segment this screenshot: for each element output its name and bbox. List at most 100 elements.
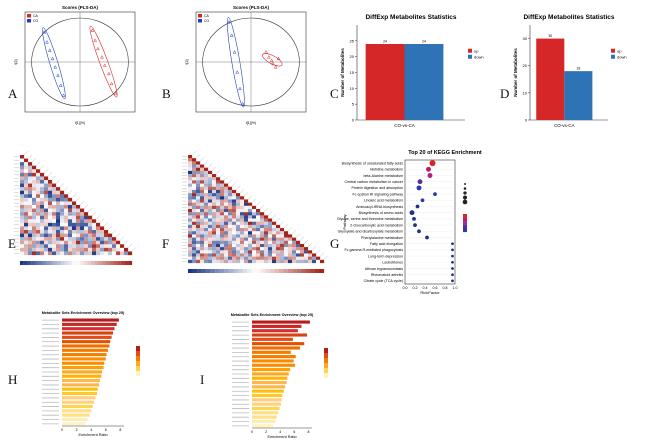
- chart-title: DiffExp Metabolites Statistics: [365, 14, 456, 21]
- heatmap-cell: [120, 247, 125, 252]
- heatmap-cell: [32, 219, 37, 223]
- heatmap-cell: [224, 218, 229, 222]
- enrichment-bar: [62, 366, 104, 370]
- heatmap-cell: [60, 190, 65, 195]
- heatmap-cell: [248, 228, 253, 232]
- heatmap-cell: [68, 205, 73, 209]
- x-axis-label: RichFactor: [420, 290, 440, 295]
- enrichment-bubble: [451, 248, 454, 252]
- heatmap-cell: [268, 247, 273, 251]
- heatmap-cell: [188, 180, 193, 184]
- heatmap-cell: [220, 196, 225, 200]
- heatmap-cell: [228, 259, 233, 264]
- heatmap-cell: [188, 247, 193, 251]
- heatmap-cell: [36, 197, 41, 202]
- heatmap-cell: [224, 224, 229, 229]
- heatmap-cell: [240, 253, 245, 257]
- heatmap-cell: [300, 256, 305, 260]
- heatmap-cell: [200, 189, 205, 194]
- colorbar-segment: [210, 269, 216, 273]
- heatmap-cell: [228, 256, 233, 260]
- heatmap-cell: [92, 219, 97, 223]
- variable-label-mark: [75, 197, 81, 202]
- heatmap-cell: [220, 247, 225, 251]
- panel-g-kegg-bubble-chart: Top 20 of KEGG Enrichment Biosynthesis of…: [337, 150, 482, 295]
- pvalue-legend-segment: [136, 356, 140, 361]
- heatmap-cell: [192, 177, 197, 181]
- heatmap-cell: [212, 186, 217, 191]
- heatmap-cell: [200, 224, 205, 229]
- heatmap-cell: [28, 187, 33, 191]
- enrichment-bar: [62, 422, 86, 426]
- heatmap-cell: [84, 233, 89, 238]
- heatmap-cell: [224, 234, 229, 238]
- heatmap-cell: [216, 224, 221, 229]
- colorbar-segment: [278, 269, 284, 273]
- colorbar-segment: [251, 269, 257, 273]
- heatmap-cell: [232, 256, 237, 260]
- heatmap-cell: [192, 256, 197, 260]
- variable-label-mark: [51, 175, 57, 181]
- heatmap-cell: [244, 231, 249, 235]
- heatmap-cell: [272, 253, 277, 257]
- heatmap-cell: [52, 237, 57, 241]
- heatmap-cell: [76, 219, 81, 223]
- heatmap-cell: [24, 165, 29, 170]
- heatmap-cell: [28, 176, 33, 181]
- heatmap-cell: [248, 259, 253, 264]
- heatmap-cell: [108, 244, 113, 248]
- heatmap-cell: [28, 251, 33, 256]
- heatmap-cell: [196, 180, 201, 184]
- heatmap-cell: [188, 224, 193, 229]
- heatmap-cell: [104, 237, 109, 241]
- heatmap-cell: [48, 180, 53, 184]
- heatmap-cell: [208, 237, 213, 241]
- heatmap-cell: [300, 253, 305, 257]
- heatmap-cell: [40, 237, 45, 241]
- heatmap-cell: [268, 256, 273, 260]
- heatmap-cell: [204, 196, 209, 200]
- variable-label-mark: [87, 208, 93, 213]
- variable-label-mark: [287, 227, 293, 232]
- enrichment-bubble: [417, 229, 421, 234]
- heatmap-cell: [80, 212, 85, 216]
- group-ellipse-ca: [89, 25, 118, 98]
- colorbar-segment: [120, 261, 125, 265]
- heatmap-cell: [288, 240, 293, 245]
- heatmap-cell: [188, 234, 193, 238]
- y-tick-label: 10: [523, 90, 528, 95]
- heatmap-cell: [44, 244, 49, 248]
- heatmap-cell: [44, 226, 49, 231]
- x-tick-label: 0.6: [433, 286, 438, 290]
- colorbar-segment: [128, 261, 133, 265]
- heatmap-cell: [60, 251, 65, 256]
- heatmap-cell: [232, 221, 237, 225]
- heatmap-cell: [232, 212, 237, 216]
- pathway-label: Histidine metabolism: [370, 168, 403, 172]
- heatmap-cell: [24, 251, 29, 256]
- heatmap-cell: [48, 194, 53, 198]
- colorbar-segment: [46, 261, 50, 265]
- pvalue-legend-segment: [463, 228, 467, 233]
- heatmap-cell: [208, 205, 213, 210]
- heatmap-cell: [68, 212, 73, 216]
- heatmap-cell: [20, 237, 25, 241]
- heatmap-cell: [268, 221, 273, 225]
- heatmap-cell: [124, 247, 129, 252]
- heatmap-cell: [208, 202, 213, 206]
- heatmap-cell: [56, 237, 61, 241]
- heatmap-cell: [192, 224, 197, 229]
- heatmap-cell: [224, 215, 229, 219]
- heatmap-cell: [20, 215, 25, 220]
- heatmap-cell: [240, 240, 245, 245]
- heatmap-cell: [24, 197, 29, 202]
- heatmap-cell: [196, 161, 201, 165]
- heatmap-cell: [84, 226, 89, 231]
- heatmap-cell: [304, 259, 309, 264]
- heatmap-cell: [236, 221, 241, 225]
- heatmap-cell: [20, 226, 25, 231]
- panel-c-bar-chart: DiffExp Metabolites Statistics 0 5 10 15 20 25…: [340, 14, 484, 128]
- enrichment-bar: [252, 350, 291, 354]
- heatmap-cell: [72, 205, 77, 209]
- x-tick-label: 1.0: [453, 286, 458, 290]
